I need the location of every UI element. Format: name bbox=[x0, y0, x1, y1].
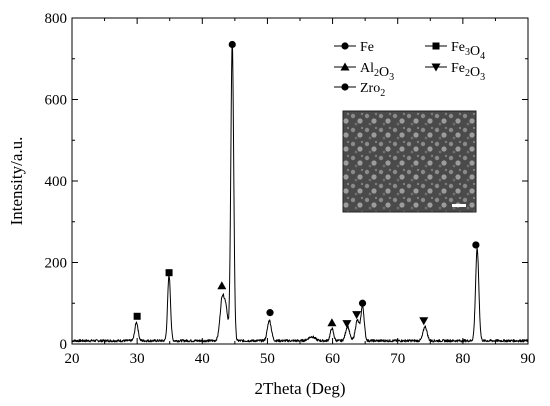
xrd-spectrum-line bbox=[71, 41, 529, 343]
sem-inset bbox=[342, 110, 477, 213]
legend-label: Zro2 bbox=[360, 81, 385, 99]
y-axis-ticks: 0 200 400 600 800 bbox=[45, 11, 528, 353]
x-axis-ticks: 20 30 40 50 60 70 80 90 bbox=[65, 18, 536, 367]
x-tick-label: 70 bbox=[390, 351, 405, 367]
sem-scale-bar bbox=[452, 204, 466, 207]
x-tick-label: 50 bbox=[260, 351, 275, 367]
x-tick-label: 30 bbox=[130, 351, 145, 367]
peak-marker-square bbox=[133, 312, 141, 320]
peak-marker-circle bbox=[358, 299, 367, 307]
peak-marker-triangle-up bbox=[217, 281, 227, 290]
y-axis-label: Intensity/a.u. bbox=[7, 137, 26, 226]
peak-marker-triangle-down bbox=[342, 320, 352, 329]
legend-label: Al2O3 bbox=[360, 61, 394, 83]
legend-marker-square bbox=[432, 42, 440, 50]
legend-label: Fe2O3 bbox=[451, 61, 485, 83]
y-tick-label: 0 bbox=[60, 337, 68, 353]
legend-marker-circle bbox=[341, 42, 349, 50]
peak-marker-triangle-down bbox=[419, 317, 429, 326]
peak-marker-circle bbox=[472, 241, 480, 249]
legend-marker-circle bbox=[341, 83, 349, 91]
legend-marker-triangle-up bbox=[340, 62, 350, 71]
y-tick-label: 600 bbox=[45, 93, 68, 109]
y-tick-label: 200 bbox=[45, 256, 68, 272]
peak-markers bbox=[133, 40, 480, 329]
y-tick-label: 800 bbox=[45, 11, 68, 27]
peak-marker-circle bbox=[228, 40, 236, 49]
x-tick-label: 90 bbox=[521, 351, 536, 367]
y-tick-label: 400 bbox=[45, 174, 68, 190]
peak-marker-triangle-down bbox=[352, 311, 362, 320]
x-tick-label: 20 bbox=[65, 351, 80, 367]
legend-label: Fe3O4 bbox=[451, 40, 485, 62]
x-axis-label: 2Theta (Deg) bbox=[254, 379, 345, 398]
legend-marker-triangle-down bbox=[431, 63, 441, 72]
x-tick-label: 60 bbox=[325, 351, 340, 367]
peak-marker-circle bbox=[266, 309, 274, 317]
legend: Fe Fe3O4 Al2O3 Fe2O3 Zro2 bbox=[334, 40, 485, 99]
peak-marker-triangle-up bbox=[327, 318, 337, 327]
x-tick-label: 80 bbox=[455, 351, 470, 367]
x-tick-label: 40 bbox=[195, 351, 210, 367]
sem-micrograph bbox=[342, 110, 477, 213]
legend-label: Fe bbox=[360, 40, 374, 55]
peak-marker-square bbox=[165, 269, 173, 277]
